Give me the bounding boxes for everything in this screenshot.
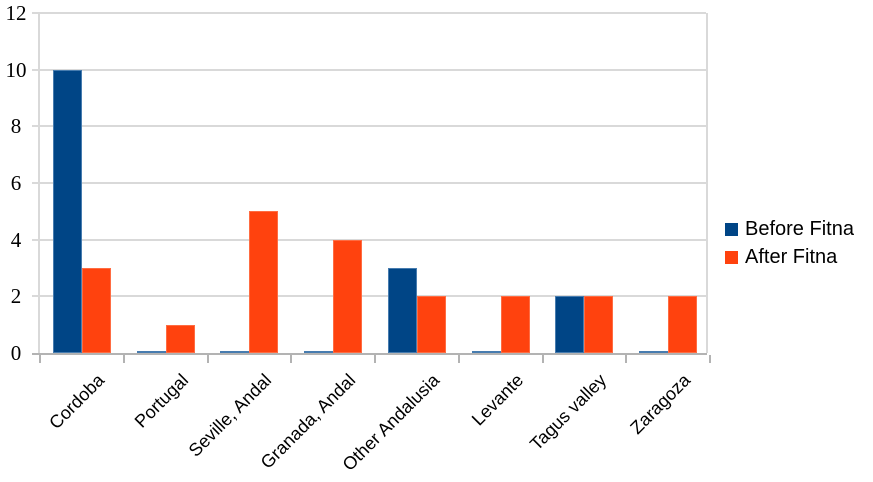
y-tick-label-10: 10 bbox=[5, 57, 27, 82]
y-tick-label-4: 4 bbox=[10, 227, 22, 252]
gridline-y-6 bbox=[40, 182, 706, 184]
y-tick-label-6: 6 bbox=[10, 171, 22, 195]
y-axis-tick-10 bbox=[32, 68, 40, 71]
bar-before-fitna-5 bbox=[471, 351, 501, 353]
y-tick-label-8: 8 bbox=[10, 114, 22, 139]
y-axis-tick-6 bbox=[32, 182, 40, 184]
bar-before-fitna-3 bbox=[304, 351, 334, 353]
x-axis-tick-4 bbox=[374, 355, 376, 363]
bar-before-fitna-4 bbox=[387, 268, 417, 353]
bar-after-fitna-5 bbox=[500, 296, 530, 353]
bar-before-fitna-2 bbox=[220, 351, 250, 353]
gridline-y-8 bbox=[40, 125, 706, 128]
y-axis-tick-8 bbox=[32, 125, 40, 128]
y-axis-tick-12 bbox=[32, 12, 40, 14]
category-label-portugal: Portugal bbox=[130, 370, 192, 432]
bar-before-fitna-7 bbox=[639, 351, 669, 353]
category-label-seville-andal: Seville, Andal bbox=[184, 370, 276, 461]
bar-after-fitna-0 bbox=[81, 268, 111, 353]
x-axis-tick-6 bbox=[541, 355, 544, 363]
bar-after-fitna-4 bbox=[416, 296, 446, 353]
legend: Before Fitna After Fitna bbox=[725, 219, 854, 268]
legend-swatch-after-fitna bbox=[725, 251, 738, 264]
plot-area bbox=[32, 12, 711, 363]
legend-item-after-fitna: After Fitna bbox=[725, 247, 854, 268]
legend-swatch-before-fitna bbox=[725, 223, 738, 236]
x-axis-tick-3 bbox=[290, 355, 293, 363]
x-axis-tick-5 bbox=[457, 355, 460, 363]
y-tick-label-12: 12 bbox=[5, 1, 27, 25]
bar-before-fitna-0 bbox=[52, 69, 82, 353]
gridline-y-12 bbox=[40, 12, 706, 14]
category-label-zaragoza: Zaragoza bbox=[626, 370, 695, 438]
y-axis-tick-4 bbox=[32, 238, 40, 241]
x-axis-line bbox=[32, 353, 707, 355]
legend-label-before-fitna: Before Fitna bbox=[745, 218, 854, 240]
legend-item-before-fitna: Before Fitna bbox=[725, 219, 854, 240]
bar-after-fitna-7 bbox=[668, 296, 698, 353]
bar-before-fitna-6 bbox=[555, 296, 585, 353]
x-axis-tick-2 bbox=[206, 355, 209, 363]
legend-label-after-fitna: After Fitna bbox=[745, 246, 838, 268]
category-label-cordoba: Cordoba bbox=[45, 370, 109, 433]
bar-after-fitna-3 bbox=[333, 239, 363, 353]
x-axis-tick-0 bbox=[39, 355, 41, 363]
bar-before-fitna-1 bbox=[136, 351, 166, 353]
x-axis-tick-7 bbox=[625, 355, 628, 363]
bar-after-fitna-1 bbox=[165, 324, 195, 353]
y-axis-tick-2 bbox=[32, 295, 40, 298]
y-tick-label-2: 2 bbox=[10, 284, 22, 309]
y-tick-label-0: 0 bbox=[10, 341, 22, 365]
gridline-y-10 bbox=[40, 68, 706, 71]
category-label-levante: Levante bbox=[467, 370, 527, 430]
bar-after-fitna-2 bbox=[249, 211, 279, 353]
x-axis-tick-1 bbox=[122, 355, 125, 363]
gridline-y-2 bbox=[40, 295, 706, 298]
bar-after-fitna-6 bbox=[584, 296, 614, 353]
category-label-tagus-valley: Tagus valley bbox=[526, 370, 611, 455]
x-axis-tick-8 bbox=[709, 355, 711, 363]
gridline-y-4 bbox=[40, 238, 706, 241]
